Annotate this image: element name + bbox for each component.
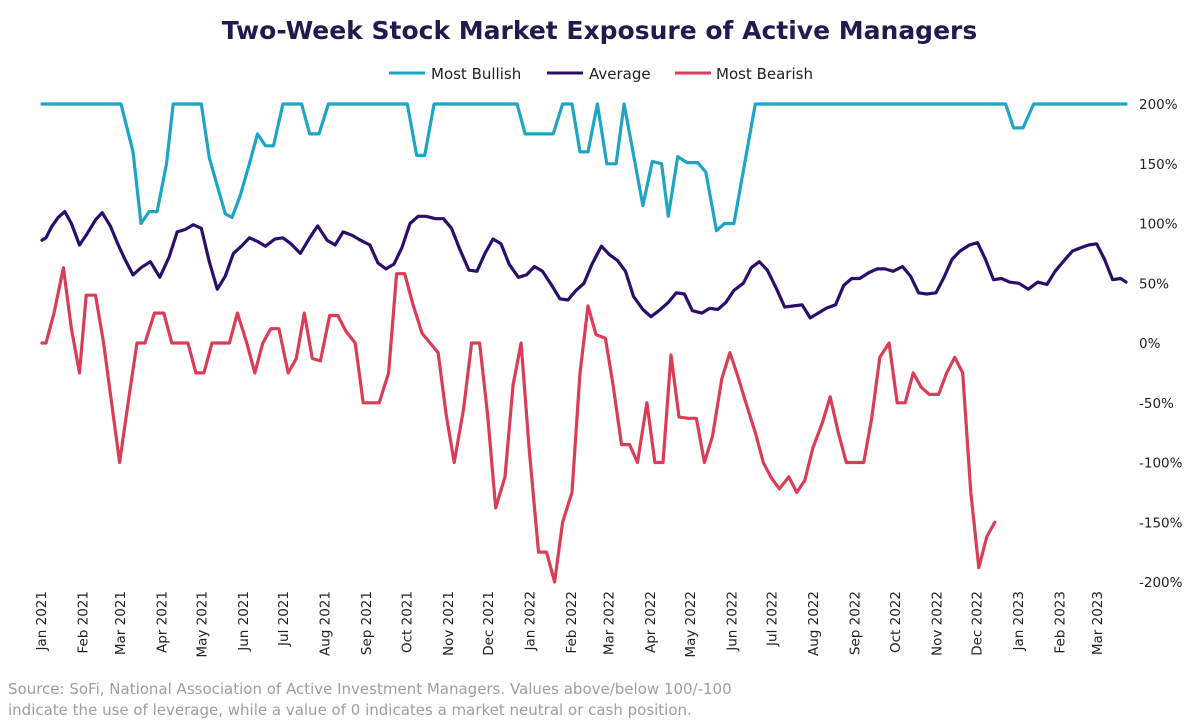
y-tick-label: -200% xyxy=(1139,575,1183,591)
series-line-average xyxy=(40,210,1128,320)
x-tick-label: Mar 2021 xyxy=(113,591,129,655)
x-tick-label: Apr 2021 xyxy=(154,591,170,653)
y-tick-label: -100% xyxy=(1139,456,1183,472)
y-tick-label: 150% xyxy=(1139,157,1178,173)
legend-label: Most Bullish xyxy=(431,65,521,83)
x-tick-label: Oct 2022 xyxy=(888,591,904,653)
y-tick-label: -150% xyxy=(1139,515,1183,531)
y-tick-label: 0% xyxy=(1139,336,1161,352)
x-tick-label: Nov 2022 xyxy=(929,591,945,656)
x-tick-label: Mar 2022 xyxy=(601,591,617,655)
x-tick-label: Mar 2023 xyxy=(1090,591,1106,655)
x-axis: Jan 2021 Feb 2021 Mar 2021 Apr 2021 May 2021… xyxy=(34,591,1106,658)
x-tick-label: Feb 2022 xyxy=(564,591,580,654)
x-tick-label: Dec 2021 xyxy=(481,591,497,656)
y-axis: 200% 150% 100% 50% 0% -50% -100% -150% -200% xyxy=(1139,97,1183,591)
source-note: Source: SoFi, National Association of Ac… xyxy=(8,679,908,721)
legend-label: Average xyxy=(589,65,651,83)
y-tick-label: -50% xyxy=(1139,396,1174,412)
x-tick-label: May 2022 xyxy=(683,591,699,658)
y-tick-label: 100% xyxy=(1139,217,1178,233)
x-tick-label: Jan 2022 xyxy=(522,591,538,651)
series-line-most-bearish xyxy=(40,266,997,584)
x-tick-label: Sep 2022 xyxy=(848,591,864,655)
x-tick-label: Aug 2021 xyxy=(318,591,334,656)
x-tick-label: Apr 2022 xyxy=(643,591,659,653)
y-tick-label: 50% xyxy=(1139,276,1169,292)
x-tick-label: Oct 2021 xyxy=(399,591,415,653)
x-tick-label: Jul 2022 xyxy=(765,591,781,647)
x-tick-label: Jun 2021 xyxy=(236,591,252,652)
legend-label: Most Bearish xyxy=(716,65,813,83)
x-tick-label: Aug 2022 xyxy=(806,591,822,656)
series-line-most-bullish xyxy=(40,102,1128,233)
x-tick-label: Feb 2023 xyxy=(1052,591,1068,654)
x-tick-label: Jun 2022 xyxy=(725,591,741,652)
x-tick-label: Jan 2023 xyxy=(1011,591,1027,651)
series-layer xyxy=(40,102,1128,584)
x-tick-label: Jul 2021 xyxy=(276,591,292,647)
x-tick-label: Feb 2021 xyxy=(75,591,91,654)
x-tick-label: Dec 2022 xyxy=(969,591,985,656)
legend: Most Bullish Average Most Bearish xyxy=(389,65,813,83)
x-tick-label: Jan 2021 xyxy=(34,591,50,651)
y-tick-label: 200% xyxy=(1139,97,1178,113)
source-line-2: indicate the use of leverage, while a va… xyxy=(8,701,692,719)
chart-title: Two-Week Stock Market Exposure of Active… xyxy=(221,16,978,45)
source-line-1: Source: SoFi, National Association of Ac… xyxy=(8,680,732,698)
x-tick-label: Nov 2021 xyxy=(441,591,457,656)
x-tick-label: May 2021 xyxy=(195,591,211,658)
x-tick-label: Sep 2021 xyxy=(359,591,375,655)
